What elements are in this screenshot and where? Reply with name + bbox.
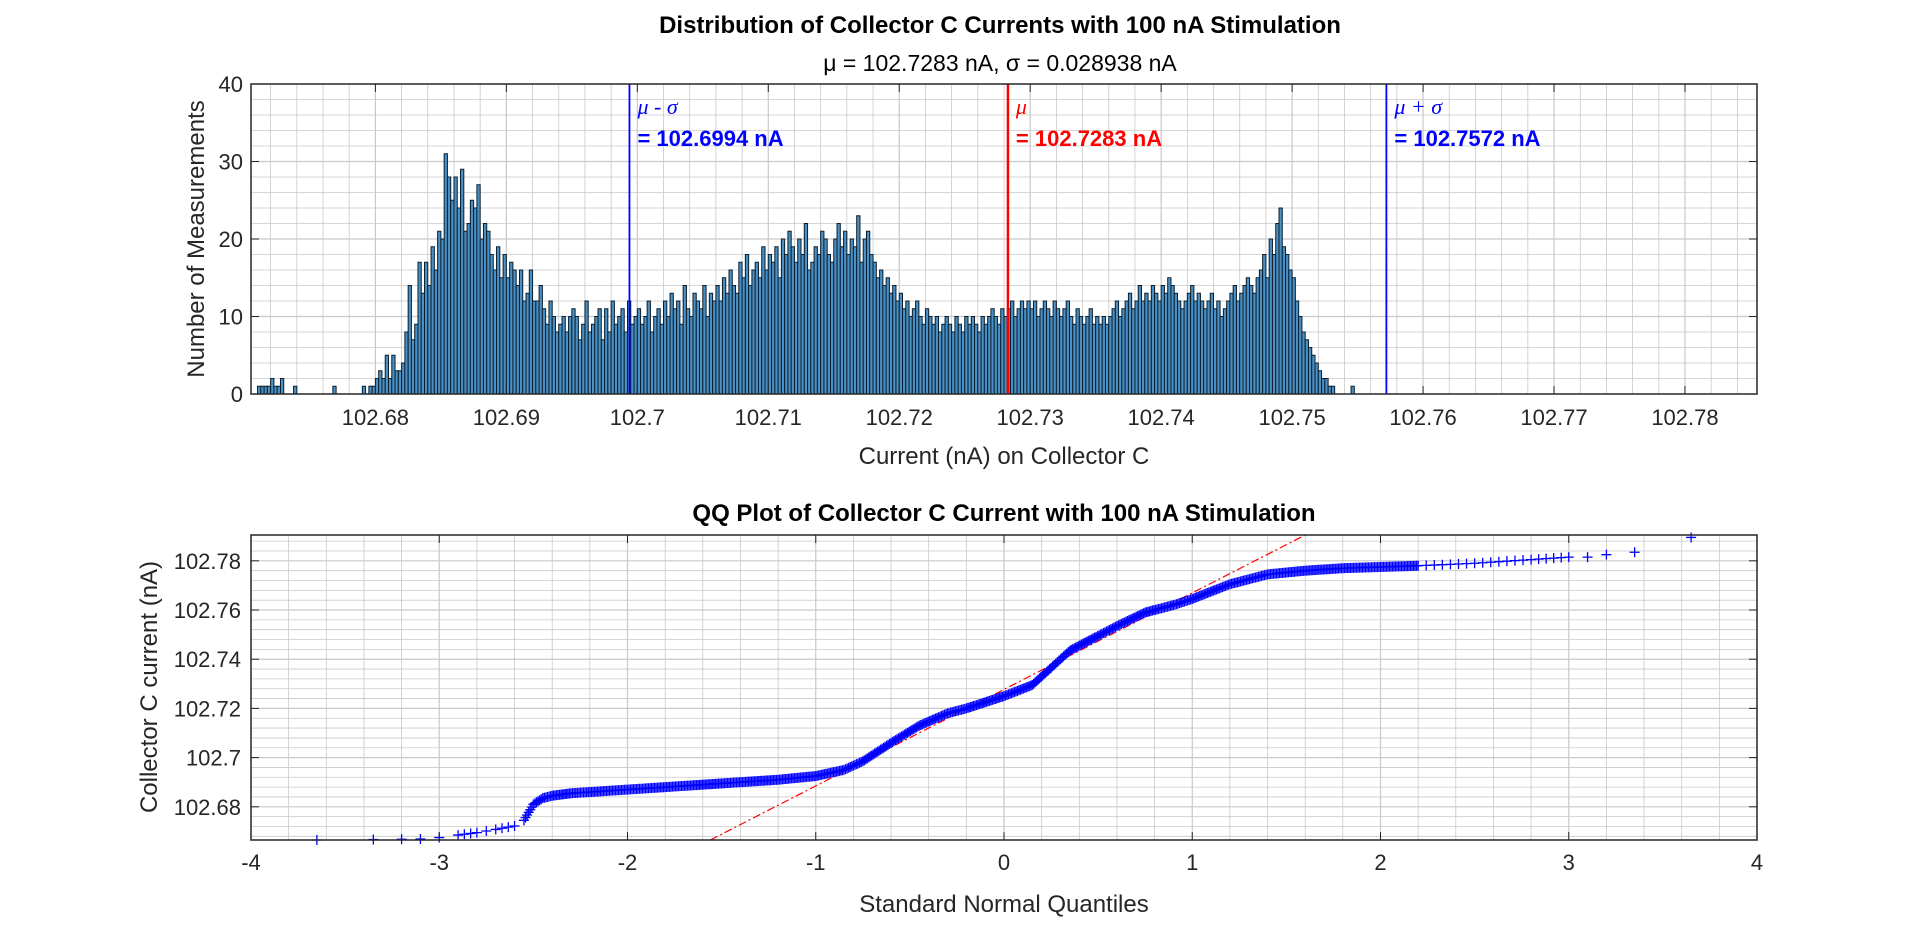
histogram-x-tick-label: 102.72 [866,405,933,430]
qq-y-tick-label: 102.78 [174,549,241,574]
histogram-x-tick-label: 102.77 [1520,405,1587,430]
qq-point [1629,547,1640,558]
qq-point [497,823,507,834]
histogram-bar [1330,385,1336,395]
histogram-bar [332,385,337,395]
qq-x-axis-label: Standard Normal Quantiles [859,891,1148,918]
reference-line-symbol-label: μ - σ [636,94,678,119]
qq-x-tick-label: 4 [1751,850,1763,875]
histogram-ticks: 102.68 102.69 102.7 102.71 102.72 102.73 102.7… [219,72,1757,430]
qq-x-tick-label: 0 [998,850,1010,875]
qq-point [518,815,529,826]
histogram-bar [361,385,367,395]
qq-y-axis-label: Collector C current (nA) [136,561,163,813]
qq-x-tick-label: -2 [618,850,638,875]
histogram-y-axis-label: Number of Measurements [183,100,210,377]
qq-point [522,809,533,820]
histogram-x-axis-label: Current (nA) on Collector C [859,443,1150,470]
qq-x-tick-label: -1 [806,850,826,875]
qq-point [509,820,520,831]
histogram-x-tick-label: 102.76 [1389,405,1456,430]
qq-point [415,834,426,845]
qq-point [503,822,514,833]
reference-line-value-label: = 102.6994 nA [637,126,783,151]
histogram-reference-lines: μ - σ = 102.6994 nA μ = 102.7283 nA μ + σ = 1… [628,84,1541,394]
qq-point [1686,532,1697,543]
qq-y-tick-label: 102.74 [174,647,241,672]
qq-plot-ticks: -4 -3 -2 -1 0 1 2 3 4 102.68 102.7 102.72 102.74 102.… [174,535,1763,875]
qq-x-tick-label: 3 [1563,850,1575,875]
qq-point [465,828,476,839]
histogram-x-tick-label: 102.68 [342,405,409,430]
qq-x-tick-label: -4 [241,850,261,875]
histogram-x-tick-label: 102.7 [610,405,665,430]
qq-point [525,804,536,815]
histogram-x-tick-label: 102.78 [1651,405,1718,430]
qq-x-tick-label: 1 [1186,850,1198,875]
histogram-x-tick-label: 102.69 [473,405,540,430]
qq-plot-panel: QQ Plot of Collector C Current with 100 … [136,500,1763,918]
histogram-bar [279,378,285,395]
histogram-bar [1350,385,1355,395]
reference-line-value-label: = 102.7572 nA [1394,126,1540,151]
histogram-y-tick-label: 20 [219,227,243,252]
histogram-y-tick-label: 0 [231,382,243,407]
qq-point [481,826,492,837]
qq-x-tick-label: 2 [1374,850,1386,875]
histogram-bars [257,153,1355,395]
qq-point [490,824,501,835]
qq-y-tick-label: 102.7 [186,746,241,771]
histogram-x-tick-label: 102.75 [1258,405,1325,430]
histogram-x-tick-label: 102.73 [997,405,1064,430]
qq-point [523,807,534,818]
qq-point [459,829,470,840]
qq-point [471,827,482,838]
qq-point [453,830,464,841]
histogram-bar [293,385,298,395]
qq-point [1601,549,1612,560]
histogram-panel: Distribution of Collector C Currents wit… [183,12,1758,470]
histogram-y-tick-label: 40 [219,72,243,97]
reference-line-symbol-label: μ [1015,94,1027,119]
qq-y-tick-label: 102.68 [174,795,241,820]
qq-plot-grid [251,535,1757,840]
qq-point [520,812,531,823]
histogram-x-tick-label: 102.71 [735,405,802,430]
qq-x-tick-label: -3 [429,850,449,875]
qq-point [1563,552,1574,563]
histogram-y-tick-label: 10 [219,305,243,330]
reference-line-value-label: = 102.7283 nA [1016,126,1162,151]
histogram-subtitle: μ = 102.7283 nA, σ = 0.028938 nA [823,50,1177,76]
histogram-y-tick-label: 30 [219,150,243,175]
histogram-title: Distribution of Collector C Currents wit… [659,12,1341,39]
histogram-x-tick-label: 102.74 [1127,405,1194,430]
qq-y-tick-label: 102.72 [174,696,241,721]
qq-plot-title: QQ Plot of Collector C Current with 100 … [692,500,1315,527]
qq-point [1582,552,1593,563]
qq-points [311,532,1697,845]
qq-y-tick-label: 102.76 [174,598,241,623]
reference-line-symbol-label: μ + σ [1393,94,1443,119]
